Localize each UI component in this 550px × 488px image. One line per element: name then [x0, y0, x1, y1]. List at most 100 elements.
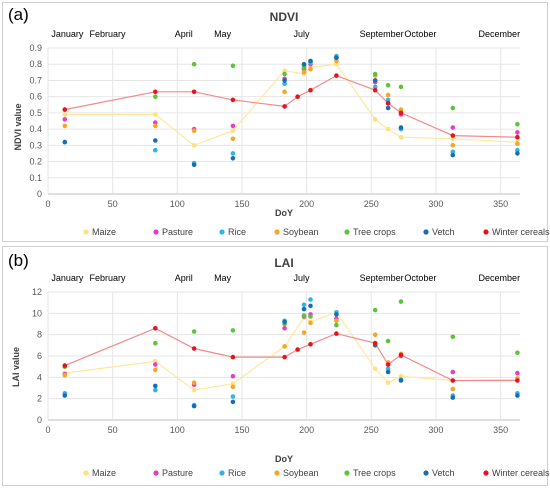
data-point [398, 110, 404, 116]
chart-title: NDVI [270, 10, 299, 24]
month-label: February [89, 273, 126, 283]
series-line [64, 63, 518, 146]
data-point [308, 58, 313, 64]
data-point [308, 297, 313, 302]
legend-marker [344, 229, 350, 235]
legend-marker [83, 229, 89, 235]
data-point [450, 386, 456, 392]
y-tick-label: 12 [32, 287, 42, 297]
panel-border [2, 2, 548, 242]
x-tick-label: 50 [108, 199, 118, 209]
data-point [62, 393, 68, 398]
data-point [191, 89, 197, 95]
x-tick-label: 300 [428, 425, 443, 435]
legend-label: Winter cereals [492, 468, 550, 478]
data-point [334, 312, 339, 317]
data-point [153, 326, 158, 331]
data-point [372, 84, 378, 90]
data-point [62, 117, 68, 122]
data-point [230, 384, 236, 390]
data-point [301, 330, 307, 335]
data-point [62, 112, 68, 117]
legend-marker [483, 229, 489, 235]
y-axis-title: NDVI value [13, 103, 23, 150]
data-point [308, 303, 313, 309]
data-point [230, 156, 236, 161]
data-point [282, 81, 287, 86]
data-point [450, 334, 456, 340]
data-point [515, 350, 520, 356]
x-tick-label: 250 [364, 199, 379, 209]
data-point [385, 362, 391, 367]
data-point [230, 374, 236, 379]
legend-marker [274, 470, 280, 476]
x-tick-label: 100 [170, 425, 185, 435]
y-tick-label: 4 [37, 372, 42, 382]
data-point [450, 369, 456, 375]
y-tick-label: 0.6 [29, 92, 42, 102]
data-point [191, 387, 197, 393]
data-point [295, 94, 300, 99]
legend-marker [153, 470, 159, 476]
data-point [398, 352, 404, 358]
data-point [372, 307, 378, 313]
x-tick-label: 350 [493, 199, 508, 209]
month-label: September [360, 273, 404, 283]
data-point [372, 340, 378, 346]
data-point [515, 370, 520, 376]
data-point [515, 130, 520, 135]
legend-label: Tree crops [353, 227, 396, 237]
month-label: May [214, 29, 232, 39]
month-label: July [293, 29, 310, 39]
data-point [515, 141, 520, 146]
data-point [282, 326, 287, 331]
y-tick-label: 0.9 [29, 43, 42, 53]
data-point [450, 125, 456, 130]
month-label: April [175, 273, 193, 283]
y-tick-label: 6 [37, 351, 42, 361]
legend-marker [219, 229, 225, 235]
data-point [62, 139, 68, 145]
legend-marker [274, 229, 280, 235]
x-tick-label: 150 [234, 199, 249, 209]
legend-label: Tree crops [353, 468, 396, 478]
data-point [62, 363, 68, 368]
y-tick-label: 8 [37, 330, 42, 340]
month-label: October [404, 29, 436, 39]
data-point [153, 383, 158, 389]
data-point [62, 123, 68, 129]
data-point [398, 84, 404, 90]
data-point [372, 71, 378, 77]
data-point [301, 65, 307, 70]
data-point [230, 381, 236, 386]
data-point [308, 320, 313, 326]
data-point [282, 319, 287, 325]
data-point [153, 138, 158, 143]
legend-marker [83, 470, 89, 476]
data-point [450, 136, 456, 142]
data-point [334, 331, 339, 336]
data-point [230, 151, 236, 156]
data-point [450, 143, 456, 148]
legend-label: Vetch [432, 227, 455, 237]
data-point [398, 378, 404, 383]
panel-border [2, 246, 548, 486]
data-point [334, 73, 339, 78]
data-point [282, 344, 287, 349]
data-point [282, 78, 287, 83]
data-point [398, 107, 404, 112]
data-point [153, 387, 158, 393]
legend-label: Pasture [162, 227, 193, 237]
data-point [191, 329, 197, 334]
data-point [398, 125, 404, 130]
y-tick-label: 0.1 [29, 173, 42, 183]
data-point [230, 354, 236, 360]
data-point [191, 346, 197, 351]
data-point [515, 121, 520, 127]
data-point [308, 314, 313, 319]
legend-label: Vetch [432, 468, 455, 478]
legend-label: Maize [92, 227, 116, 237]
data-point [301, 70, 307, 75]
data-point [515, 134, 520, 140]
x-tick-label: 250 [364, 425, 379, 435]
